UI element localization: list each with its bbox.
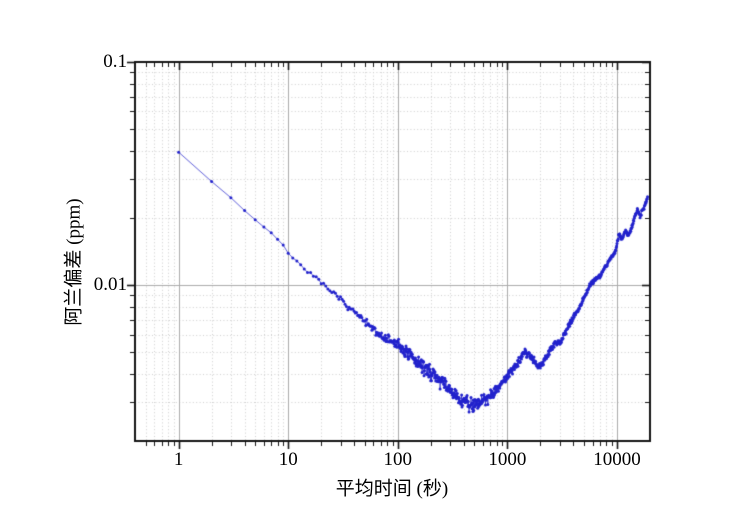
y-axis-title: 阿兰偏差 (ppm) [63, 198, 85, 326]
x-tick-label: 1 [173, 449, 184, 470]
x-tick-label: 1000 [488, 449, 527, 470]
x-tick-label: 10 [278, 449, 298, 470]
x-tick-label: 100 [383, 449, 413, 470]
x-tick-label: 10000 [593, 449, 641, 470]
y-tick-label: 0.1 [103, 51, 127, 72]
x-axis-title: 平均时间 (秒) [335, 478, 449, 500]
y-tick-label: 0.01 [93, 274, 127, 296]
